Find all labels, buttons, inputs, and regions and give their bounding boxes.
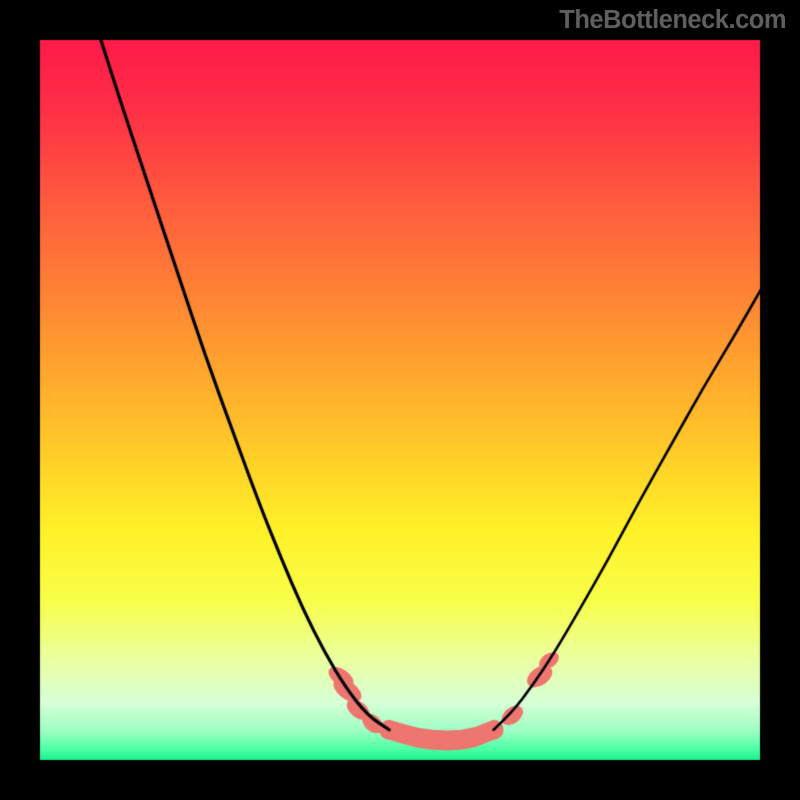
chart-canvas bbox=[0, 0, 800, 800]
stage: TheBottleneck.com bbox=[0, 0, 800, 800]
